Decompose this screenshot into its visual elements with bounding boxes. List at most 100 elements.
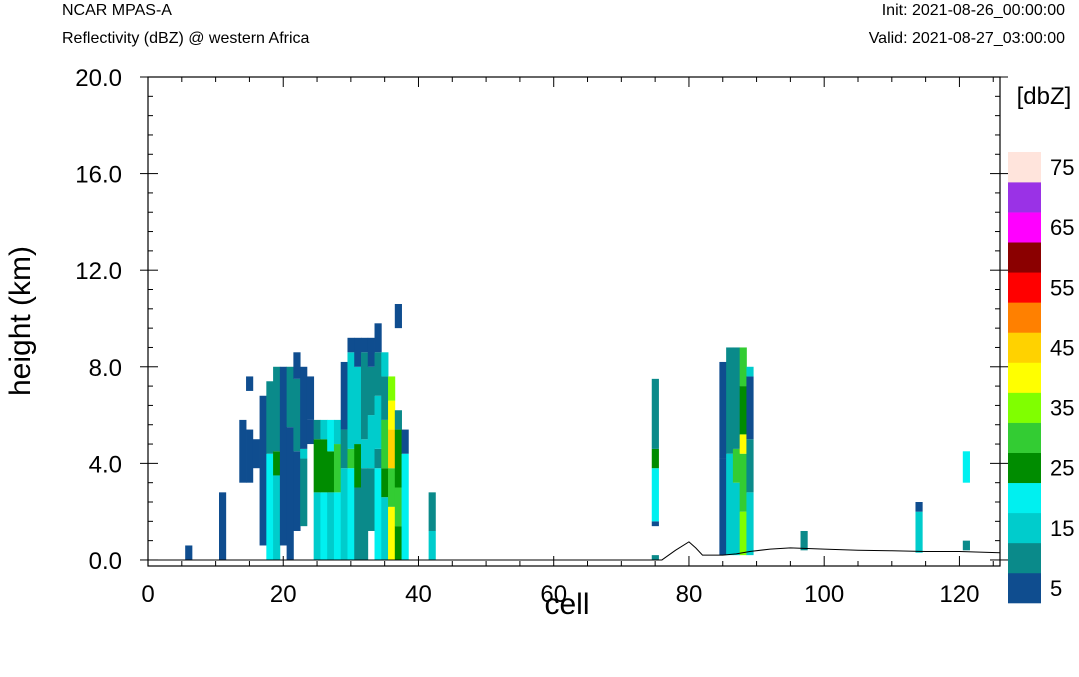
reflectivity-cell bbox=[266, 381, 274, 454]
reflectivity-cell bbox=[286, 366, 294, 428]
reflectivity-cell bbox=[374, 352, 382, 396]
reflectivity-cell bbox=[300, 366, 308, 449]
colorbar-swatch bbox=[1008, 512, 1041, 544]
reflectivity-cell bbox=[428, 492, 436, 531]
reflectivity-cell bbox=[651, 468, 659, 522]
colorbar-swatch bbox=[1008, 242, 1041, 273]
plot-frame bbox=[147, 76, 1001, 567]
reflectivity-cell bbox=[651, 448, 659, 469]
colorbar-tick-label: 65 bbox=[1050, 215, 1074, 240]
reflectivity-cell bbox=[746, 439, 754, 493]
reflectivity-cell bbox=[354, 487, 362, 560]
reflectivity-cell bbox=[732, 448, 741, 483]
reflectivity-cell bbox=[374, 395, 382, 449]
reflectivity-cell bbox=[367, 415, 375, 469]
reflectivity-cell bbox=[732, 347, 741, 449]
reflectivity-cell bbox=[394, 429, 402, 488]
reflectivity-cell bbox=[354, 366, 362, 445]
reflectivity-cell bbox=[651, 378, 659, 449]
reflectivity-cell bbox=[347, 352, 355, 449]
colorbar-swatch bbox=[1008, 332, 1041, 363]
reflectivity-cell bbox=[962, 540, 970, 551]
reflectivity-cell bbox=[273, 475, 281, 560]
axes: 0 20 40 60 80 100 120 0.0 4.0 8.0 12.0 16.0 20.0 bbox=[75, 65, 1008, 608]
reflectivity-cell bbox=[259, 395, 267, 546]
colorbar-tick-label: 15 bbox=[1050, 516, 1074, 541]
colorbar-tick-label: 25 bbox=[1050, 456, 1074, 481]
reflectivity-cell bbox=[367, 366, 375, 416]
colorbar-swatch bbox=[1008, 152, 1041, 183]
terrain-line bbox=[148, 541, 1001, 561]
init-time: Init: 2021-08-26_00:00:00 bbox=[881, 2, 1065, 19]
reflectivity-cell bbox=[739, 453, 747, 512]
reflectivity-cell bbox=[394, 487, 402, 527]
reflectivity-cell bbox=[252, 439, 260, 469]
y-tick-label: 16.0 bbox=[75, 162, 122, 189]
colorbar-swatch bbox=[1008, 452, 1041, 484]
colorbar-swatch bbox=[1008, 272, 1041, 303]
reflectivity-cell bbox=[279, 366, 288, 546]
colorbar-tick-label: 45 bbox=[1050, 335, 1074, 360]
colorbar-swatch bbox=[1008, 212, 1041, 243]
colorbar-tick-label: 35 bbox=[1050, 396, 1074, 421]
x-tick-label: 100 bbox=[804, 581, 844, 608]
y-tick-label: 4.0 bbox=[89, 451, 122, 478]
reflectivity-cell bbox=[739, 386, 747, 435]
reflectivity-cell bbox=[293, 378, 301, 452]
reflectivity-cell bbox=[381, 468, 389, 498]
reflectivity-cell bbox=[388, 400, 396, 430]
x-tick-label: 120 bbox=[939, 581, 979, 608]
reflectivity-cell bbox=[313, 419, 321, 440]
x-tick-label: 40 bbox=[405, 581, 432, 608]
reflectivity-cell bbox=[719, 458, 727, 556]
reflectivity-cell bbox=[313, 492, 321, 560]
reflectivity-cell bbox=[246, 429, 254, 483]
reflectivity-cell bbox=[219, 492, 227, 560]
x-axis-label: cell bbox=[544, 588, 589, 621]
reflectivity-cell bbox=[739, 347, 747, 387]
reflectivity-cell bbox=[739, 511, 747, 556]
reflectivity-cell bbox=[381, 497, 389, 560]
reflectivity-cell bbox=[374, 468, 382, 560]
reflectivity-cell bbox=[388, 376, 396, 401]
reflectivity-cell bbox=[313, 439, 321, 493]
reflectivity-cell bbox=[374, 448, 382, 469]
y-tick-label: 20.0 bbox=[75, 65, 122, 92]
reflectivity-cell bbox=[354, 337, 362, 367]
y-tick-label: 12.0 bbox=[75, 258, 122, 285]
reflectivity-cell bbox=[746, 492, 754, 556]
reflectivity-cell bbox=[651, 521, 659, 527]
colorbar-unit-label: [dbZ] bbox=[1017, 83, 1072, 110]
reflectivity-cell bbox=[327, 451, 335, 493]
reflectivity-cell bbox=[726, 453, 734, 556]
reflectivity-cell bbox=[381, 376, 389, 420]
reflectivity-cell bbox=[367, 468, 375, 531]
reflectivity-cell bbox=[719, 361, 727, 459]
plot-subtitle: Reflectivity (dBZ) @ western Africa bbox=[62, 30, 310, 47]
reflectivity-cell bbox=[306, 419, 315, 445]
colorbar-swatch bbox=[1008, 482, 1041, 514]
y-axis-label: height (km) bbox=[4, 246, 37, 396]
reflectivity-cell bbox=[739, 434, 747, 454]
reflectivity-cell bbox=[320, 419, 328, 440]
reflectivity-cell bbox=[962, 451, 970, 483]
reflectivity-cell bbox=[333, 492, 342, 560]
reflectivity-cell bbox=[374, 323, 382, 353]
reflectivity-cell bbox=[746, 376, 754, 440]
reflectivity-cell bbox=[347, 468, 355, 560]
x-tick-label: 60 bbox=[540, 581, 567, 608]
reflectivity-cell bbox=[388, 468, 396, 507]
reflectivity-cell bbox=[354, 444, 362, 488]
reflectivity-cell bbox=[286, 427, 294, 560]
reflectivity-cell bbox=[273, 451, 281, 476]
reflectivity-cell bbox=[306, 376, 315, 420]
reflectivity-cell bbox=[340, 468, 348, 560]
y-tick-label: 8.0 bbox=[89, 355, 122, 382]
reflectivity-cell bbox=[320, 439, 328, 493]
reflectivity-cell bbox=[361, 439, 369, 469]
reflectivity-cell bbox=[266, 453, 274, 560]
reflectivity-cell bbox=[293, 352, 301, 379]
colorbar-tick-label: 75 bbox=[1050, 155, 1074, 180]
reflectivity-cell bbox=[300, 458, 308, 527]
